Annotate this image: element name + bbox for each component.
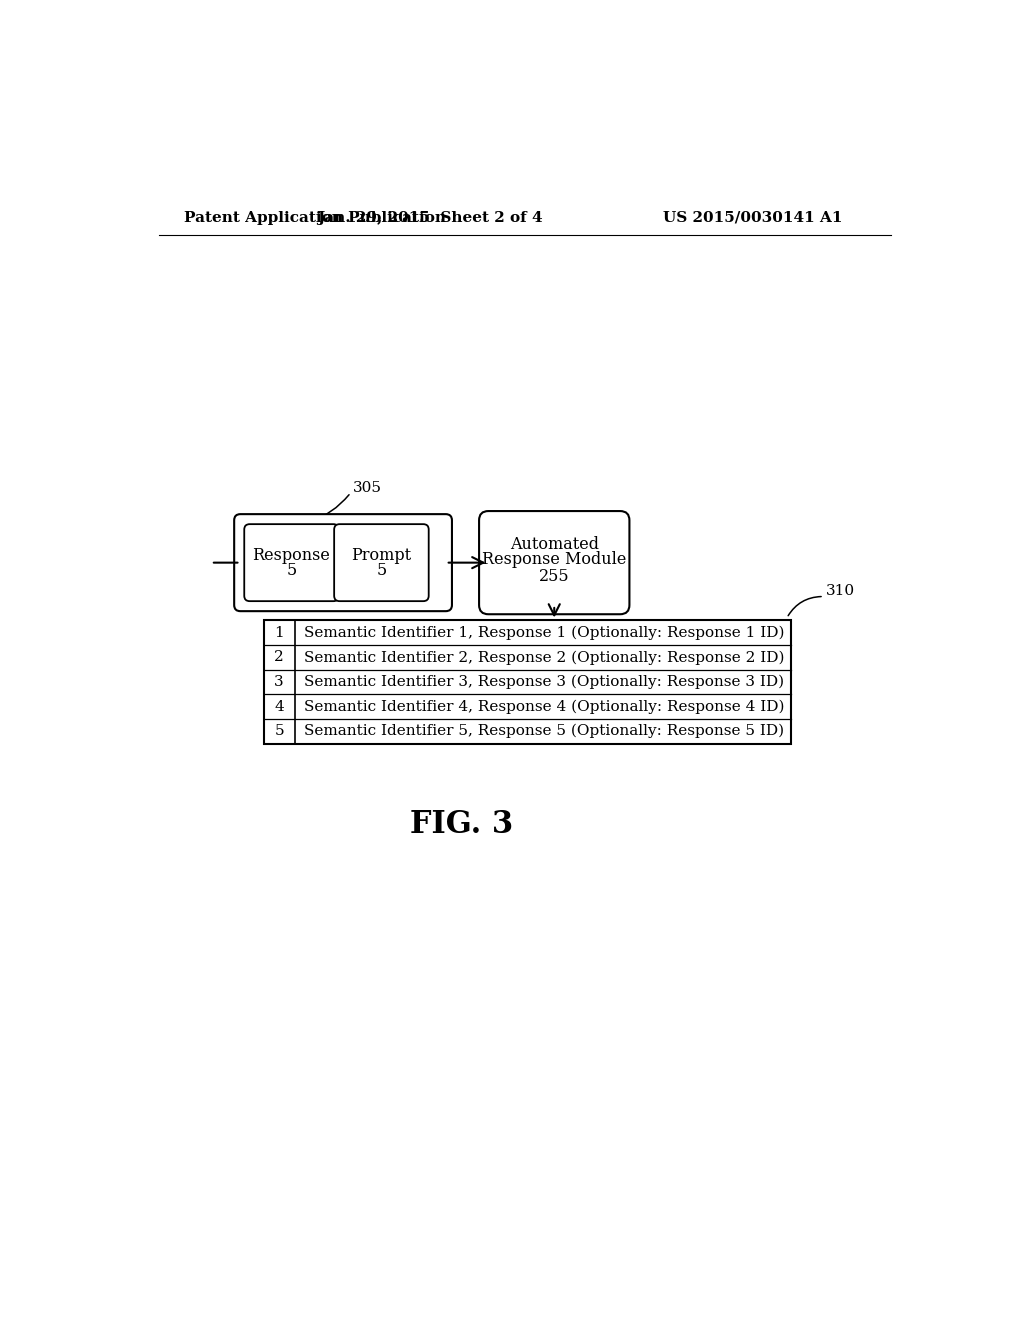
Text: 5: 5 <box>376 562 386 579</box>
Text: 4: 4 <box>274 700 284 714</box>
Text: Response: Response <box>253 548 331 564</box>
Text: FIG. 3: FIG. 3 <box>410 809 513 840</box>
Text: 310: 310 <box>825 585 855 598</box>
FancyArrowPatch shape <box>266 495 349 523</box>
Text: Semantic Identifier 2, Response 2 (Optionally: Response 2 ID): Semantic Identifier 2, Response 2 (Optio… <box>304 651 784 664</box>
Bar <box>263 620 791 743</box>
Text: US 2015/0030141 A1: US 2015/0030141 A1 <box>663 211 843 224</box>
FancyArrowPatch shape <box>788 597 821 615</box>
Text: Semantic Identifier 3, Response 3 (Optionally: Response 3 ID): Semantic Identifier 3, Response 3 (Optio… <box>304 675 784 689</box>
Text: Semantic Identifier 5, Response 5 (Optionally: Response 5 ID): Semantic Identifier 5, Response 5 (Optio… <box>304 725 784 738</box>
Text: Response Module: Response Module <box>482 550 627 568</box>
Text: 255: 255 <box>539 568 569 585</box>
Text: 2: 2 <box>274 651 284 664</box>
Text: Automated: Automated <box>510 536 599 553</box>
FancyBboxPatch shape <box>234 515 452 611</box>
FancyBboxPatch shape <box>479 511 630 614</box>
FancyBboxPatch shape <box>334 524 429 601</box>
Text: 5: 5 <box>287 562 297 579</box>
Text: 3: 3 <box>274 675 284 689</box>
Text: 1: 1 <box>274 626 284 640</box>
Text: Semantic Identifier 4, Response 4 (Optionally: Response 4 ID): Semantic Identifier 4, Response 4 (Optio… <box>304 700 784 714</box>
Text: 5: 5 <box>274 725 284 738</box>
Text: Jan. 29, 2015  Sheet 2 of 4: Jan. 29, 2015 Sheet 2 of 4 <box>317 211 543 224</box>
Text: Prompt: Prompt <box>351 548 412 564</box>
Text: Semantic Identifier 1, Response 1 (Optionally: Response 1 ID): Semantic Identifier 1, Response 1 (Optio… <box>304 626 784 640</box>
Text: 305: 305 <box>353 480 382 495</box>
FancyBboxPatch shape <box>245 524 339 601</box>
Text: Patent Application Publication: Patent Application Publication <box>183 211 445 224</box>
